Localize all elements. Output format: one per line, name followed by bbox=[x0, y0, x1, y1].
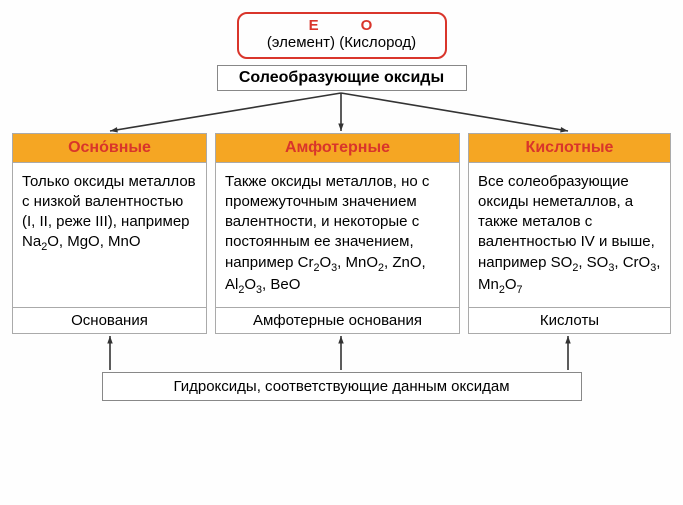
column-footer: Основания bbox=[13, 307, 206, 333]
oxygen-symbol: O bbox=[361, 17, 375, 34]
column-footer: Амфотерные основания bbox=[216, 307, 459, 333]
down-arrows-svg bbox=[12, 91, 671, 133]
column-body: Все солеобразу­ющие оксиды неметаллов, а… bbox=[469, 163, 670, 307]
oxygen-label: (Кислород) bbox=[339, 34, 416, 51]
column-0: Осно́вныеТолько оксиды металлов с низ­ко… bbox=[12, 133, 207, 334]
column-header: Кислотные bbox=[469, 134, 670, 163]
formula-box: EO (элемент) (Кислород) bbox=[237, 12, 447, 59]
element-symbol: E bbox=[309, 17, 321, 34]
column-header: Осно́вные bbox=[13, 134, 206, 163]
category-title-box: Солеобразующие оксиды bbox=[217, 65, 467, 91]
column-1: АмфотерныеТакже оксиды металлов, но с пр… bbox=[215, 133, 460, 334]
column-header: Амфотерные bbox=[216, 134, 459, 163]
category-title: Солеобразующие оксиды bbox=[239, 69, 444, 86]
column-body: Только оксиды металлов с низ­кой валентн… bbox=[13, 163, 206, 307]
formula-symbols: EO bbox=[245, 17, 439, 34]
up-arrows-svg bbox=[12, 334, 671, 372]
column-2: КислотныеВсе солеобразу­ющие оксиды неме… bbox=[468, 133, 671, 334]
columns-row: Осно́вныеТолько оксиды металлов с низ­ко… bbox=[12, 133, 671, 334]
column-footer: Кислоты bbox=[469, 307, 670, 333]
hydroxides-label: Гидроксиды, соответствующие данным оксид… bbox=[173, 378, 509, 395]
hydroxides-box: Гидроксиды, соответствующие данным оксид… bbox=[102, 372, 582, 401]
element-label: (элемент) bbox=[267, 34, 335, 51]
column-body: Также оксиды металлов, но с промежуточны… bbox=[216, 163, 459, 307]
formula-labels: (элемент) (Кислород) bbox=[245, 34, 439, 51]
down-arrows-area bbox=[12, 91, 671, 133]
up-arrows-area bbox=[12, 334, 671, 372]
